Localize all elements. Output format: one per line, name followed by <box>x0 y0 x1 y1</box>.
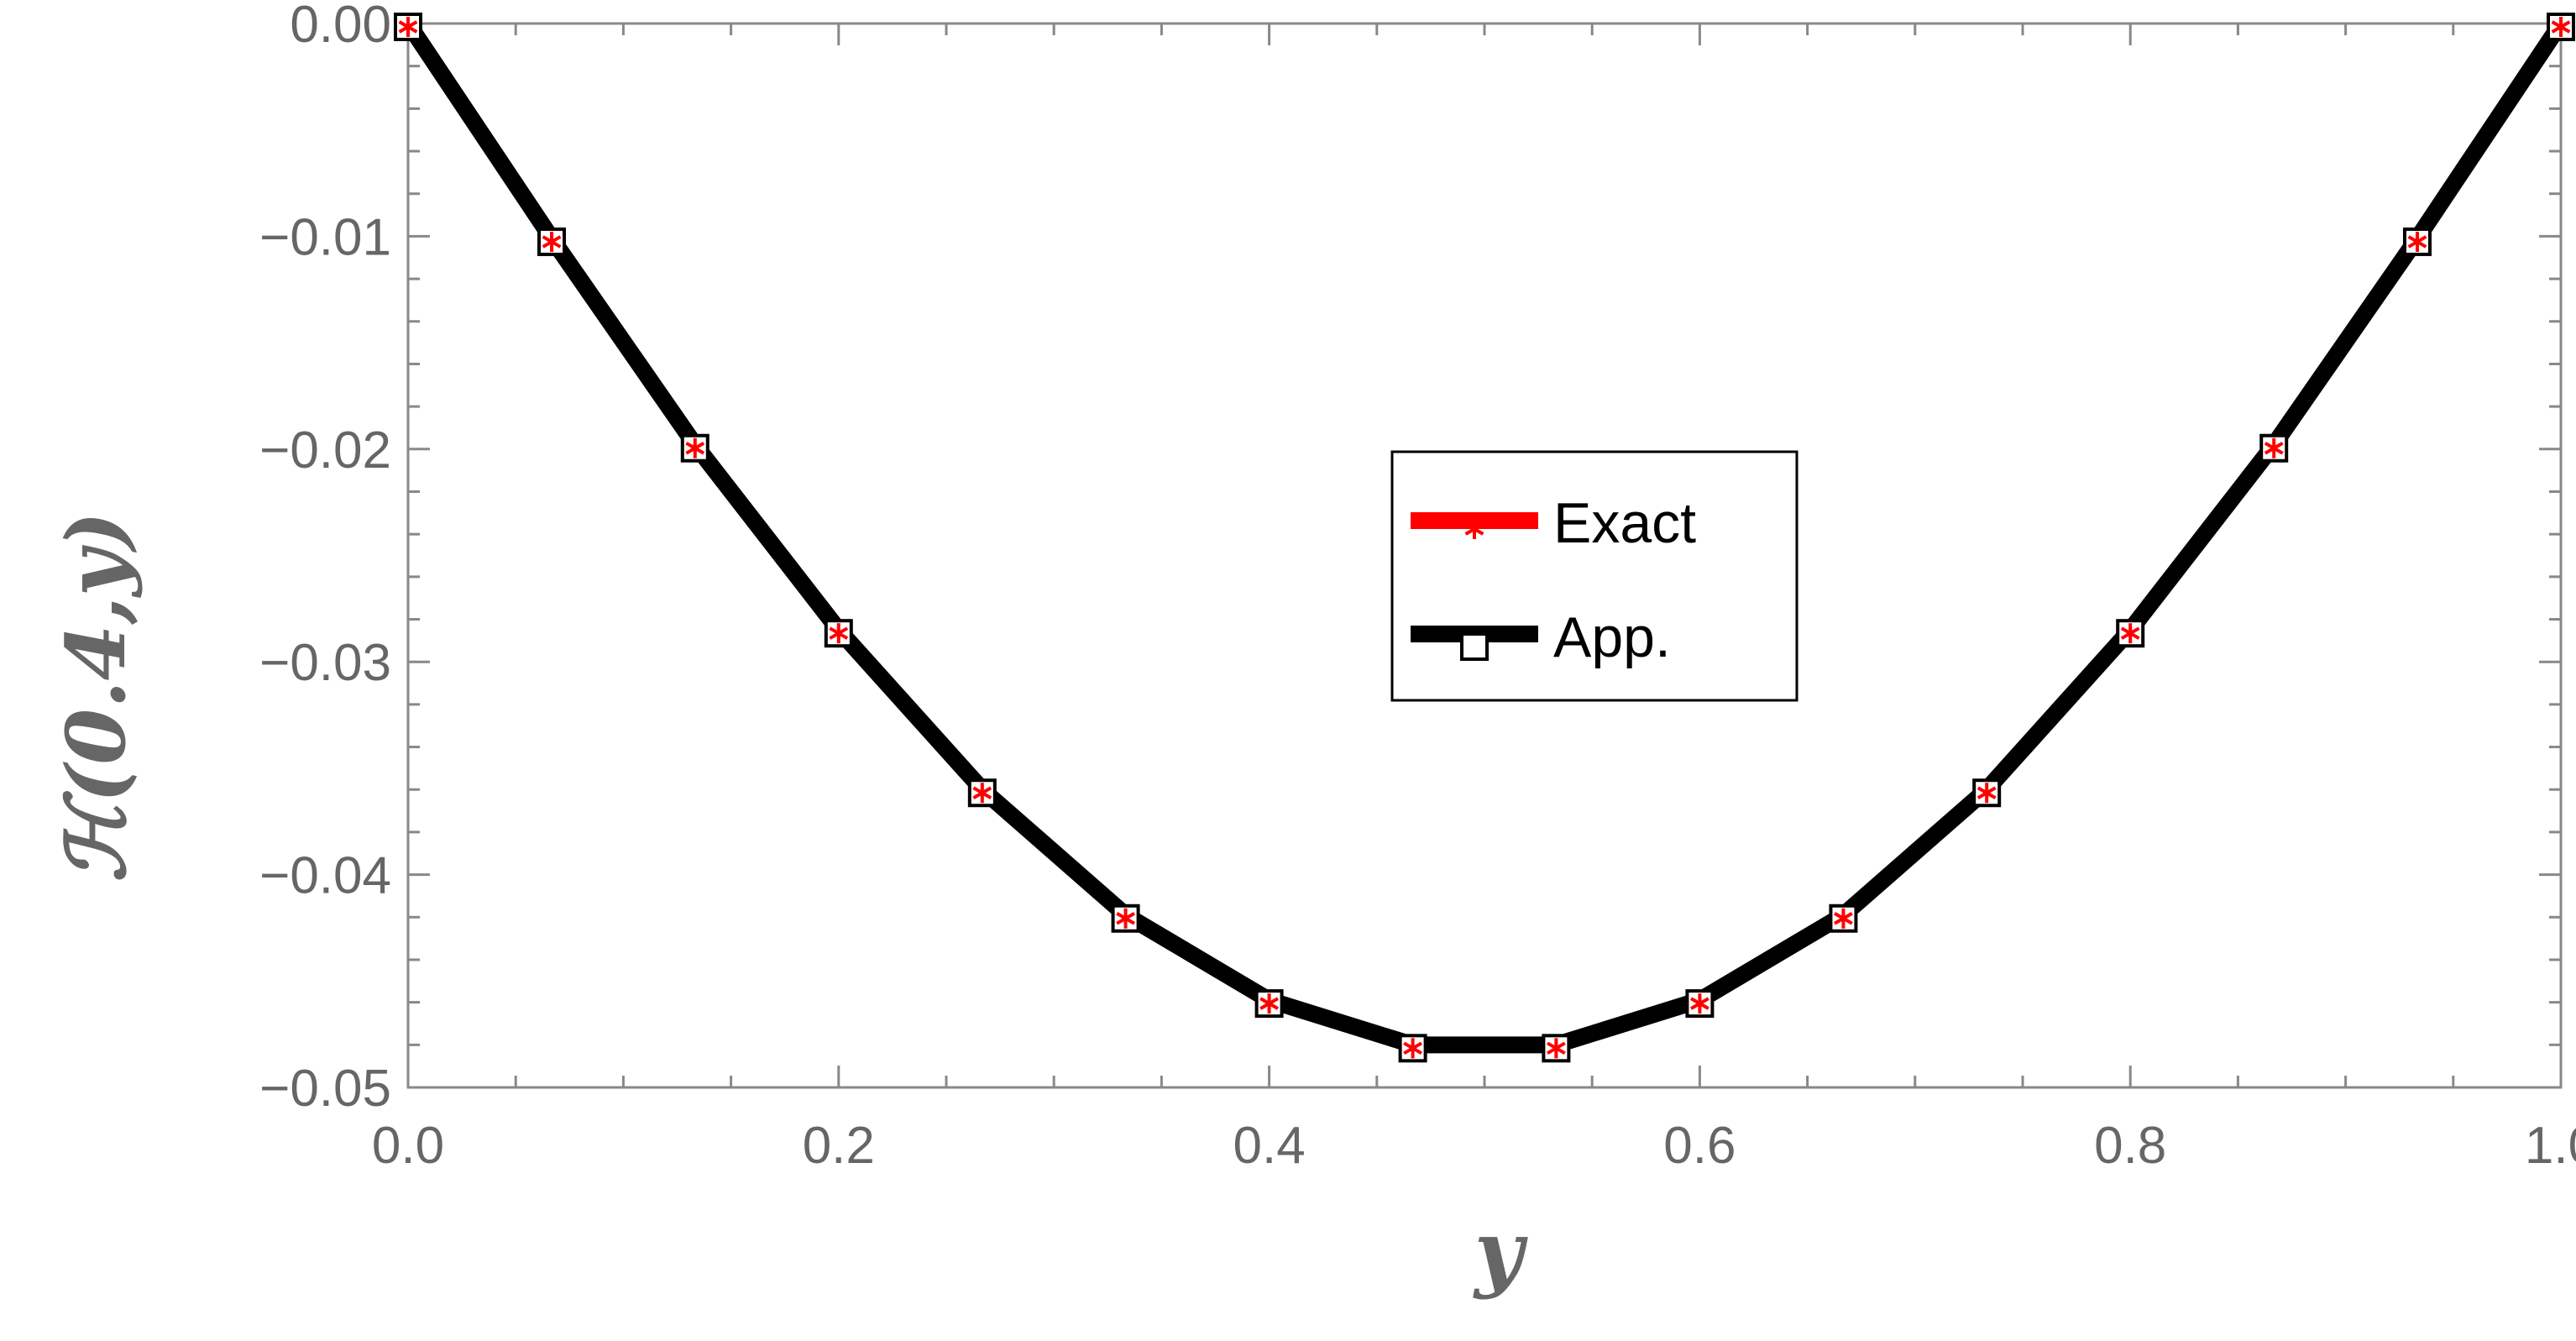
exact-marker-star <box>2551 17 2571 37</box>
legend-star <box>1464 519 1484 539</box>
x-tick-label: 0.4 <box>1233 1117 1305 1175</box>
exact-marker-star <box>1116 908 1135 929</box>
legend-marker-app <box>1460 632 1489 661</box>
series-layer <box>394 13 2575 1063</box>
x-tick-label: 0.6 <box>1663 1117 1736 1175</box>
x-axis-ticks: 0.0 0.2 0.4 0.6 0.8 1.0 <box>372 24 2576 1175</box>
legend: Exact App. <box>1390 450 1798 702</box>
star-stroke <box>398 20 418 34</box>
legend-label-app: App. <box>1553 605 1671 669</box>
y-axis-title: ℋ(0.4,y) <box>49 511 144 883</box>
exact-marker-star <box>2264 437 2284 458</box>
star-stroke <box>1403 1041 1423 1056</box>
y-tick-label: −0.02 <box>259 422 391 479</box>
star-stroke <box>972 786 992 799</box>
exact-marker-star <box>2120 623 2140 644</box>
star-stroke <box>2407 235 2427 249</box>
x-tick-label: 0.0 <box>372 1117 444 1175</box>
y-tick-label: −0.03 <box>259 634 391 692</box>
y-tick-label: −0.05 <box>259 1060 391 1118</box>
star-stroke <box>2551 20 2571 34</box>
star-stroke <box>1259 997 1279 1010</box>
exact-marker-star <box>685 437 705 458</box>
legend-label-exact: Exact <box>1553 491 1696 555</box>
star-stroke <box>1690 997 1709 1010</box>
x-tick-label: 0.8 <box>2094 1117 2166 1175</box>
exact-marker-star <box>1546 1038 1566 1059</box>
star-stroke <box>2264 441 2284 455</box>
exact-marker-star <box>1834 908 1853 929</box>
exact-marker-star <box>829 623 849 644</box>
exact-marker-star <box>2407 231 2427 252</box>
star-stroke <box>1977 786 1997 799</box>
y-tick-label: 0.00 <box>290 0 391 54</box>
star-stroke <box>1546 1041 1566 1056</box>
exact-marker-star <box>1259 993 1279 1014</box>
star-stroke <box>542 235 562 249</box>
star-stroke <box>829 626 849 640</box>
exact-marker-star <box>398 17 418 37</box>
star-stroke <box>2120 626 2140 640</box>
star-stroke <box>685 441 705 455</box>
y-tick-label: −0.04 <box>259 847 391 905</box>
exact-marker-star <box>1977 783 1997 804</box>
y-tick-label: −0.01 <box>259 208 391 266</box>
x-axis-title: y <box>1473 1202 1528 1301</box>
y-axis-ticks: 0.00 −0.01 −0.02 −0.03 −0.04 −0.05 <box>259 0 2561 1118</box>
x-tick-label: 0.2 <box>803 1117 875 1175</box>
legend-marker-exact <box>1464 519 1484 539</box>
x-tick-label: 1.0 <box>2525 1117 2576 1175</box>
star-stroke <box>1116 912 1135 925</box>
star-stroke <box>1834 912 1853 925</box>
exact-marker-star <box>1690 993 1709 1014</box>
exact-marker-star <box>972 783 992 804</box>
star-stroke <box>1464 522 1484 536</box>
exact-marker-star <box>1403 1038 1423 1059</box>
legend-box <box>1390 450 1798 702</box>
exact-marker-star <box>542 231 562 252</box>
series-line-app <box>401 18 2568 1054</box>
legend-square <box>1460 632 1489 661</box>
